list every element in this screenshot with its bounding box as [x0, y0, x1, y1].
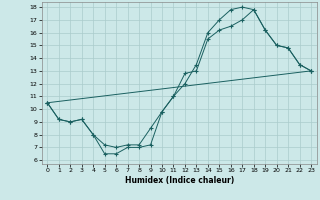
- X-axis label: Humidex (Indice chaleur): Humidex (Indice chaleur): [124, 176, 234, 185]
